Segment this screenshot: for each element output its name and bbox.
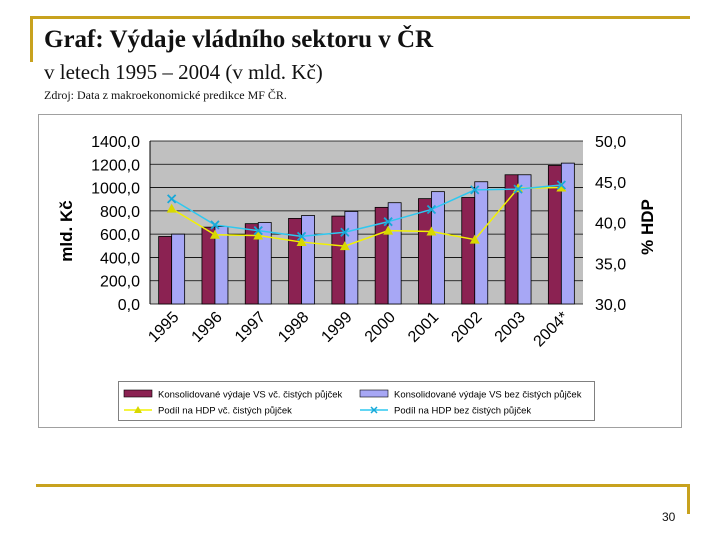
- point-marker: [210, 220, 220, 230]
- frame-top-line: [30, 16, 690, 19]
- slide-title: Graf: Výdaje vládního sektoru v ČR: [44, 26, 434, 53]
- y-left-tick-label: 200,0: [100, 274, 140, 291]
- bar: [171, 233, 186, 305]
- y-axis-right-label: % HDP: [638, 199, 657, 255]
- y-right-tick-label: 40,0: [595, 216, 626, 233]
- bar: [288, 218, 302, 305]
- point-marker: [166, 203, 177, 213]
- legend: Konsolidované výdaje VS vč. čistých půjč…: [123, 389, 582, 417]
- point-marker: [339, 241, 350, 251]
- series-line: [171, 184, 562, 238]
- bar-series: [158, 162, 575, 305]
- y-left-tick-label: 400,0: [100, 250, 140, 267]
- point-marker: [556, 180, 566, 190]
- point-marker: [253, 230, 264, 240]
- bar: [301, 215, 315, 305]
- point-marker: [383, 217, 393, 227]
- bar: [504, 174, 519, 305]
- bar: [158, 236, 173, 305]
- bar: [461, 197, 476, 305]
- slide-source: Zdroj: Data z makroekonomické predikce M…: [44, 88, 287, 102]
- bar: [418, 198, 432, 305]
- chart: 0,0 200,0 400,0 600,0 800,0 1000,0 1200,0 1400,…: [38, 114, 682, 428]
- legend-label: Podíl na HDP vč. čistých půjček: [158, 406, 292, 417]
- legend-label: Konsolidované výdaje VS vč. čistých půjč…: [158, 390, 343, 401]
- bar: [214, 226, 229, 305]
- y-axis-right-ticks: 30,0 35,0 40,0 45,0 50,0: [595, 134, 626, 314]
- point-marker: [167, 194, 177, 204]
- frame-bottom-line: [36, 484, 690, 487]
- point-marker: [209, 229, 220, 239]
- legend-swatch: [123, 389, 153, 398]
- y-right-tick-label: 30,0: [595, 297, 626, 314]
- point-marker: [556, 182, 567, 192]
- y-axis-left-ticks: 0,0 200,0 400,0 600,0 800,0 1000,0 1200,0 1400,…: [91, 134, 140, 314]
- point-marker: [296, 231, 307, 241]
- point-marker: [383, 225, 394, 235]
- point-marker: [426, 226, 437, 236]
- point-marker: [426, 204, 437, 215]
- bar: [517, 174, 532, 305]
- legend-swatch: [359, 389, 389, 398]
- page-number: 30: [662, 510, 676, 524]
- bar: [344, 211, 359, 305]
- bar: [387, 202, 402, 305]
- y-right-tick-label: 50,0: [595, 134, 626, 151]
- legend-marker: [134, 406, 142, 413]
- y-left-tick-label: 0,0: [118, 297, 140, 314]
- y-right-tick-label: 35,0: [595, 256, 626, 273]
- legend-label: Podíl na HDP bez čistých půjček: [394, 406, 531, 417]
- point-marker: [296, 237, 307, 247]
- point-marker: [513, 183, 524, 193]
- y-axis-left-label: mld. Kč: [57, 200, 76, 261]
- bar: [257, 222, 272, 305]
- legend-box: [118, 381, 595, 421]
- point-marker: [340, 227, 350, 237]
- line-series: [166, 180, 567, 251]
- series-line: [171, 186, 562, 247]
- slide-subtitle: v letech 1995 – 2004 (v mld. Kč): [44, 60, 323, 84]
- y-left-tick-label: 1000,0: [91, 181, 140, 198]
- bar: [560, 162, 575, 305]
- legend-marker: [370, 406, 378, 414]
- point-marker: [513, 184, 523, 194]
- frame-left-line: [30, 16, 33, 62]
- point-marker: [469, 234, 480, 244]
- point-marker: [253, 226, 263, 236]
- y-left-tick-label: 1200,0: [91, 157, 140, 174]
- legend-label: Konsolidované výdaje VS bez čistých půjč…: [394, 390, 582, 401]
- point-marker: [470, 185, 480, 195]
- y-left-tick-label: 600,0: [100, 227, 140, 244]
- y-right-tick-label: 45,0: [595, 175, 626, 192]
- y-left-tick-label: 800,0: [100, 204, 140, 221]
- frame-right-line: [687, 484, 690, 514]
- y-left-tick-label: 1400,0: [91, 134, 140, 151]
- bar: [431, 191, 445, 305]
